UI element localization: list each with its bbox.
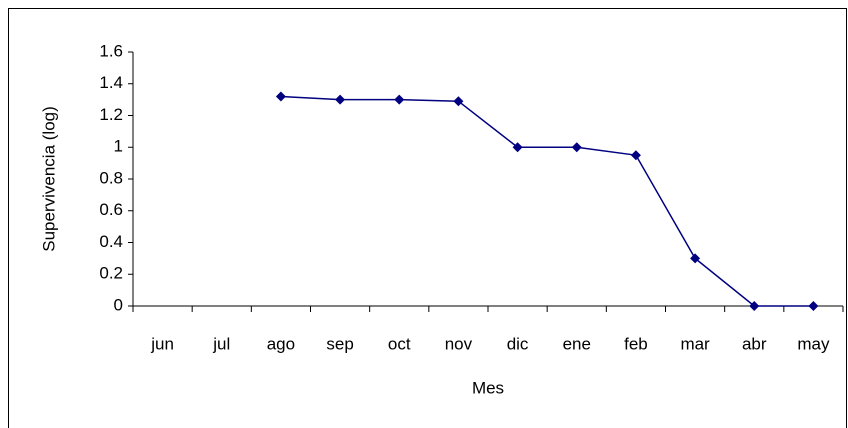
- x-tick-label: abr: [742, 334, 767, 353]
- y-tick-label: 1: [114, 137, 123, 156]
- x-tick-label: feb: [624, 334, 648, 353]
- x-tick-label: nov: [445, 334, 473, 353]
- x-tick-label: mar: [680, 334, 710, 353]
- data-marker: [394, 94, 405, 105]
- data-marker: [749, 301, 760, 311]
- x-tick-label: ene: [563, 334, 591, 353]
- y-tick-label: 0: [114, 295, 123, 314]
- data-marker: [808, 301, 819, 311]
- x-tick-label: ago: [267, 334, 295, 353]
- y-tick-label: 1.6: [99, 41, 123, 60]
- x-tick-label: jun: [150, 334, 174, 353]
- data-marker: [275, 91, 286, 102]
- y-tick-label: 1.2: [99, 105, 123, 124]
- data-marker: [630, 150, 641, 161]
- data-line: [280, 95, 814, 307]
- y-axis-label: Supervivencia (log): [39, 106, 58, 252]
- data-marker: [690, 253, 701, 264]
- x-tick-label: dic: [507, 334, 529, 353]
- chart-border: [8, 8, 847, 428]
- y-tick-label: 1.4: [99, 73, 123, 92]
- x-tick-label: oct: [388, 334, 411, 353]
- data-marker: [335, 94, 346, 105]
- data-marker: [512, 142, 523, 153]
- data-marker: [453, 96, 464, 107]
- x-axis-label: Mes: [472, 378, 504, 397]
- y-tick-label: 0.2: [99, 264, 123, 283]
- y-tick-label: 0.6: [99, 200, 123, 219]
- x-tick-label: may: [797, 334, 830, 353]
- y-tick-label: 0.4: [99, 232, 123, 251]
- x-tick-label: jul: [212, 334, 230, 353]
- x-tick-label: sep: [326, 334, 353, 353]
- y-tick-label: 0.8: [99, 168, 123, 187]
- data-marker: [571, 142, 582, 153]
